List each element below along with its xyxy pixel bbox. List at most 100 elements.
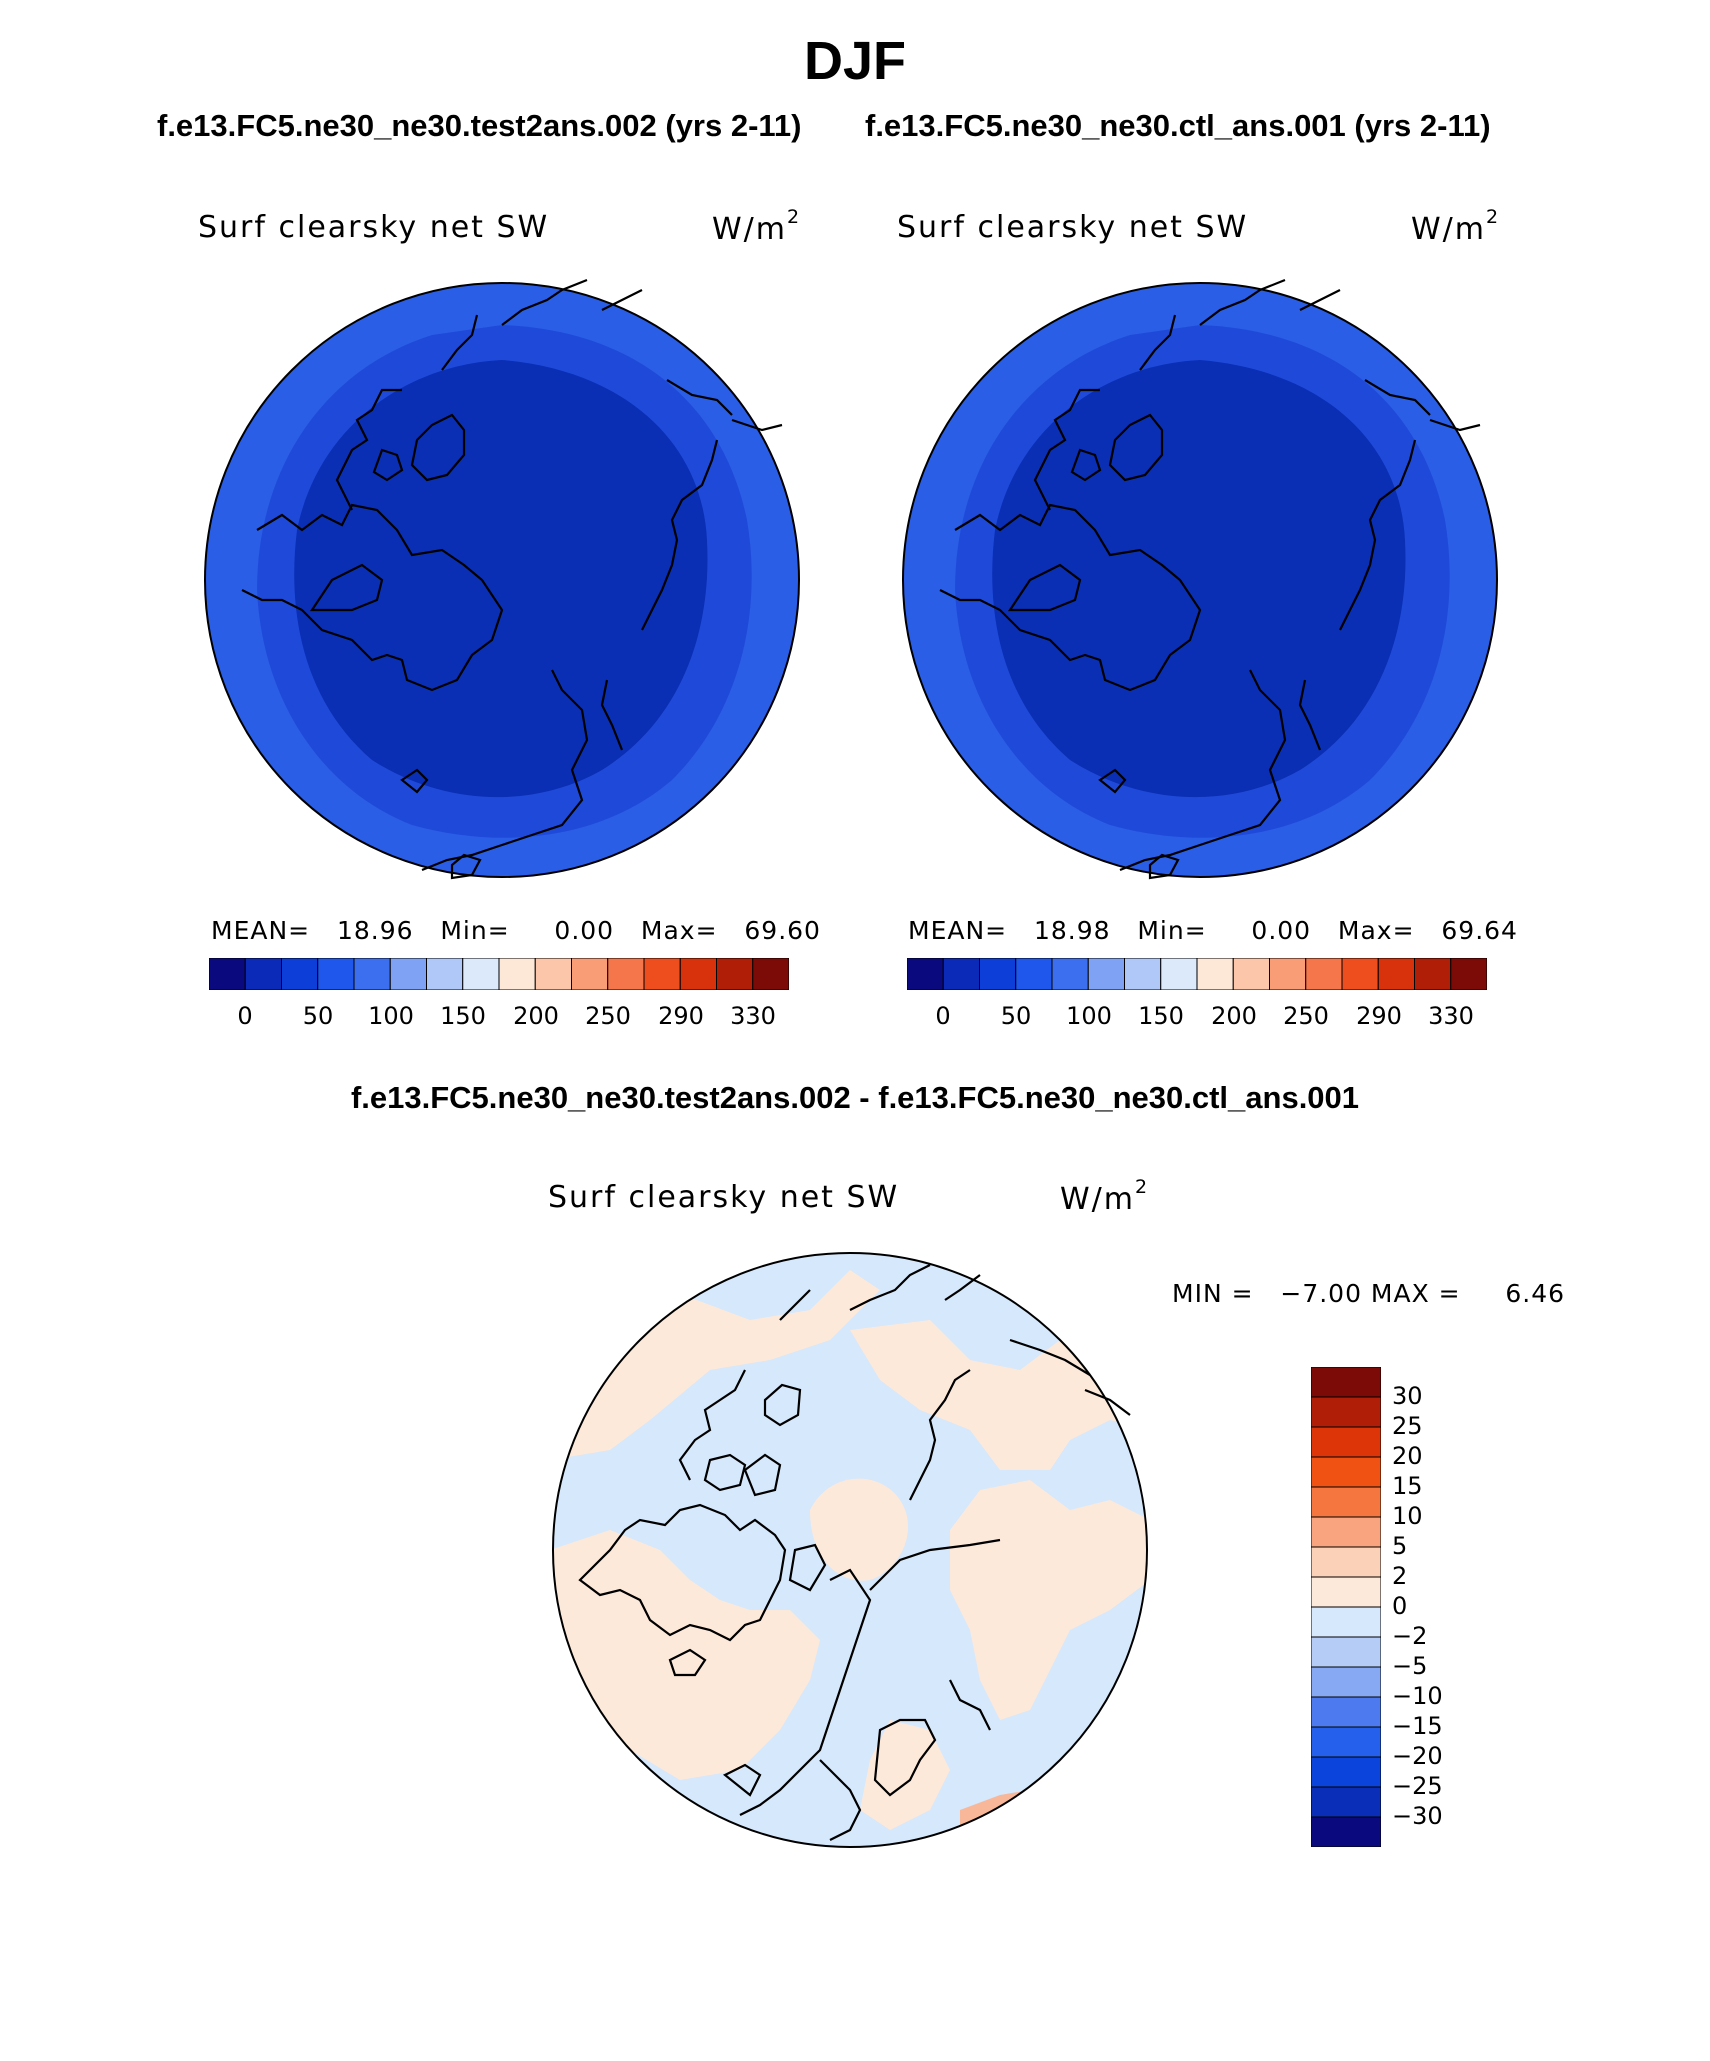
colorbar-swatch bbox=[1311, 1486, 1381, 1518]
cb-tick: −30 bbox=[1392, 1802, 1443, 1830]
test-colorbar bbox=[209, 958, 789, 990]
ctl-variable-title: Surf clearsky net SW bbox=[897, 210, 1249, 245]
colorbar-swatch bbox=[716, 958, 754, 990]
diff-stats: MIN = −7.00 MAX = 6.46 bbox=[1172, 1279, 1566, 1308]
colorbar-swatch bbox=[1311, 1516, 1381, 1548]
case-test-header: f.e13.FC5.ne30_ne30.test2ans.002 (yrs 2-… bbox=[157, 108, 802, 143]
case-ctl-header: f.e13.FC5.ne30_ne30.ctl_ans.001 (yrs 2-1… bbox=[865, 108, 1491, 143]
colorbar-swatch bbox=[281, 958, 319, 990]
test-colorbar-ticks: 0 50 100 150 200 250 290 330 bbox=[209, 1002, 789, 1032]
colorbar-swatch bbox=[1311, 1367, 1381, 1398]
colorbar-swatch bbox=[907, 958, 944, 990]
colorbar-swatch bbox=[534, 958, 572, 990]
colorbar-swatch bbox=[1311, 1786, 1381, 1818]
cb-tick: 30 bbox=[1392, 1382, 1423, 1410]
colorbar-swatch bbox=[1311, 1636, 1381, 1668]
colorbar-swatch bbox=[1015, 958, 1053, 990]
cb-tick: −10 bbox=[1392, 1682, 1443, 1710]
test-polar-map bbox=[204, 278, 800, 880]
colorbar-swatch bbox=[1450, 958, 1487, 990]
colorbar-swatch bbox=[607, 958, 645, 990]
cb-tick: 5 bbox=[1392, 1532, 1408, 1560]
colorbar-swatch bbox=[353, 958, 391, 990]
cb-tick: −5 bbox=[1392, 1652, 1428, 1680]
ctl-stats: MEAN= 18.98 Min= 0.00 Max= 69.64 bbox=[908, 916, 1518, 945]
colorbar-swatch bbox=[1311, 1546, 1381, 1578]
colorbar-swatch bbox=[643, 958, 681, 990]
cb-tick: 15 bbox=[1392, 1472, 1423, 1500]
cb-tick: 200 bbox=[1211, 1002, 1257, 1030]
colorbar-swatch bbox=[1311, 1756, 1381, 1788]
diff-colorbar bbox=[1311, 1367, 1381, 1847]
cb-tick: −20 bbox=[1392, 1742, 1443, 1770]
ctl-colorbar-ticks: 0 50 100 150 200 250 290 330 bbox=[907, 1002, 1487, 1032]
colorbar-swatch bbox=[1311, 1666, 1381, 1698]
cb-tick: 100 bbox=[368, 1002, 414, 1030]
cb-tick: 50 bbox=[302, 1002, 334, 1030]
cb-tick: 250 bbox=[1283, 1002, 1329, 1030]
colorbar-swatch bbox=[1305, 958, 1343, 990]
colorbar-swatch bbox=[1414, 958, 1452, 990]
colorbar-swatch bbox=[244, 958, 282, 990]
colorbar-swatch bbox=[317, 958, 355, 990]
cb-tick: 330 bbox=[1428, 1002, 1474, 1030]
colorbar-swatch bbox=[1311, 1816, 1381, 1847]
diff-variable-title: Surf clearsky net SW bbox=[548, 1180, 900, 1215]
cb-tick: 0 bbox=[237, 1002, 253, 1030]
test-stats: MEAN= 18.96 Min= 0.00 Max= 69.60 bbox=[211, 916, 821, 945]
cb-tick: 150 bbox=[440, 1002, 486, 1030]
colorbar-swatch bbox=[462, 958, 500, 990]
diff-polar-map bbox=[552, 1252, 1148, 1848]
cb-tick: 290 bbox=[1356, 1002, 1402, 1030]
colorbar-swatch bbox=[1311, 1426, 1381, 1458]
ctl-colorbar bbox=[907, 958, 1487, 990]
colorbar-swatch bbox=[426, 958, 464, 990]
cb-tick: −15 bbox=[1392, 1712, 1443, 1740]
cb-tick: 0 bbox=[1392, 1592, 1408, 1620]
diff-units: W/m2 bbox=[1060, 1176, 1148, 1217]
colorbar-swatch bbox=[389, 958, 427, 990]
colorbar-swatch bbox=[942, 958, 980, 990]
colorbar-swatch bbox=[752, 958, 789, 990]
cb-tick: 200 bbox=[513, 1002, 559, 1030]
cb-tick: 100 bbox=[1066, 1002, 1112, 1030]
diff-colorbar-ticks: 30 25 20 15 10 5 2 0 −2 −5 −10 −15 −20 −… bbox=[1392, 1367, 1482, 1847]
diff-header: f.e13.FC5.ne30_ne30.test2ans.002 - f.e13… bbox=[350, 1080, 1360, 1115]
colorbar-swatch bbox=[1311, 1576, 1381, 1608]
cb-tick: 2 bbox=[1392, 1562, 1408, 1590]
colorbar-swatch bbox=[1160, 958, 1198, 990]
colorbar-swatch bbox=[1311, 1726, 1381, 1758]
cb-tick: 25 bbox=[1392, 1412, 1423, 1440]
cb-tick: 20 bbox=[1392, 1442, 1423, 1470]
colorbar-swatch bbox=[1087, 958, 1125, 990]
colorbar-swatch bbox=[209, 958, 246, 990]
colorbar-swatch bbox=[1311, 1606, 1381, 1638]
cb-tick: −25 bbox=[1392, 1772, 1443, 1800]
season-title: DJF bbox=[803, 31, 906, 91]
cb-tick: 10 bbox=[1392, 1502, 1423, 1530]
cb-tick: 150 bbox=[1138, 1002, 1184, 1030]
cb-tick: 290 bbox=[658, 1002, 704, 1030]
cb-tick: 0 bbox=[935, 1002, 951, 1030]
colorbar-swatch bbox=[1377, 958, 1415, 990]
colorbar-swatch bbox=[1124, 958, 1162, 990]
cb-tick: 250 bbox=[585, 1002, 631, 1030]
test-units: W/m2 bbox=[712, 206, 800, 247]
cb-tick: −2 bbox=[1392, 1622, 1428, 1650]
colorbar-swatch bbox=[1341, 958, 1379, 990]
colorbar-swatch bbox=[1196, 958, 1234, 990]
colorbar-swatch bbox=[1269, 958, 1307, 990]
colorbar-swatch bbox=[571, 958, 609, 990]
test-variable-title: Surf clearsky net SW bbox=[198, 210, 550, 245]
colorbar-swatch bbox=[679, 958, 717, 990]
colorbar-swatch bbox=[1311, 1456, 1381, 1488]
ctl-polar-map bbox=[902, 278, 1498, 880]
colorbar-swatch bbox=[979, 958, 1017, 990]
colorbar-swatch bbox=[1311, 1696, 1381, 1728]
cb-tick: 50 bbox=[1000, 1002, 1032, 1030]
cb-tick: 330 bbox=[730, 1002, 776, 1030]
colorbar-swatch bbox=[1051, 958, 1089, 990]
ctl-units: W/m2 bbox=[1411, 206, 1499, 247]
colorbar-swatch bbox=[1311, 1396, 1381, 1428]
colorbar-swatch bbox=[498, 958, 536, 990]
